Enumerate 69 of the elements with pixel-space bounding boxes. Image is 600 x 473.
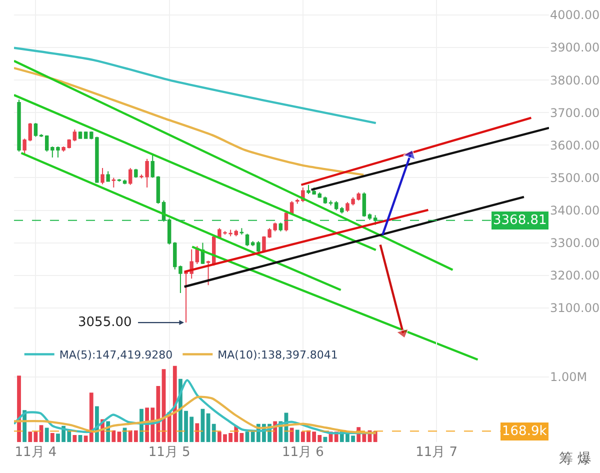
candlestick: [318, 192, 322, 198]
bar: [28, 432, 32, 442]
candlestick: [167, 218, 172, 245]
bar: [34, 432, 38, 442]
annotation: 3055.00: [78, 315, 136, 330]
legend-label: MA(5):147,419.9280: [59, 348, 173, 362]
y-tick-label: 3800.00: [550, 73, 600, 88]
bar: [245, 432, 250, 442]
candlestick: [106, 170, 110, 182]
candlestick: [28, 122, 32, 142]
ref-line-label: 168.9k: [502, 424, 548, 439]
candlestick: [78, 131, 82, 140]
candlestick: [17, 99, 21, 152]
candlestick: [156, 176, 160, 204]
x-tick-label: 11月 7: [416, 445, 458, 460]
candlestick: [22, 138, 26, 156]
candlestick: [67, 138, 71, 149]
bar: [44, 428, 49, 442]
bar: [195, 423, 200, 442]
candlestick: [278, 222, 283, 232]
x-tick-label: 11月 5: [148, 445, 190, 460]
candlestick: [245, 233, 250, 247]
candlestick: [128, 167, 132, 186]
legend-label: MA(10):138,397.8041: [218, 348, 338, 362]
y-tick-label: 4000.00: [550, 8, 600, 22]
candlestick: [117, 178, 122, 182]
bar: [50, 432, 54, 442]
bar: [72, 434, 77, 442]
bar: [290, 428, 294, 442]
candlestick: [206, 260, 210, 286]
ref-line-label: 3368.81: [493, 213, 547, 228]
y-tick-label: 3100.00: [550, 301, 600, 316]
candlestick: [72, 129, 77, 142]
candlestick: [84, 131, 88, 140]
candlestick: [340, 206, 344, 214]
candlestick: [256, 240, 260, 254]
candlestick: [296, 198, 300, 204]
y-tick-label: 1.00M: [550, 370, 588, 384]
candlestick: [122, 179, 127, 185]
candlestick: [240, 228, 244, 236]
bar: [212, 424, 216, 442]
candlestick: [134, 168, 138, 178]
candlestick: [150, 154, 154, 178]
y-tick-label: 3500.00: [550, 170, 600, 185]
y-tick-label: 3900.00: [550, 40, 600, 55]
candlestick: [334, 200, 338, 211]
y-tick-label: 3600.00: [550, 138, 600, 152]
y-tick-label: 3400.00: [550, 203, 600, 218]
candlestick: [44, 134, 49, 152]
candlestick: [323, 196, 328, 204]
y-tick-label: 3200.00: [550, 268, 600, 283]
bar: [112, 430, 116, 442]
y-tick-label: 3700.00: [550, 106, 600, 120]
candlestick: [234, 229, 238, 237]
x-tick-label: 11月 6: [282, 445, 324, 460]
candlestick: [34, 122, 38, 138]
y-tick-label: 3300.00: [550, 236, 600, 250]
bar: [17, 376, 21, 442]
x-tick-label: 11月 4: [14, 445, 57, 460]
text: 筹 爆: [559, 451, 592, 467]
candlestick: [112, 177, 116, 188]
candlestick: [250, 240, 255, 247]
candlestick: [100, 167, 104, 185]
candlestick: [362, 192, 366, 218]
bar: [295, 430, 300, 442]
candlestick: [328, 200, 333, 206]
candlestick: [62, 146, 66, 152]
bar: [117, 432, 122, 442]
candlestick: [368, 213, 372, 221]
